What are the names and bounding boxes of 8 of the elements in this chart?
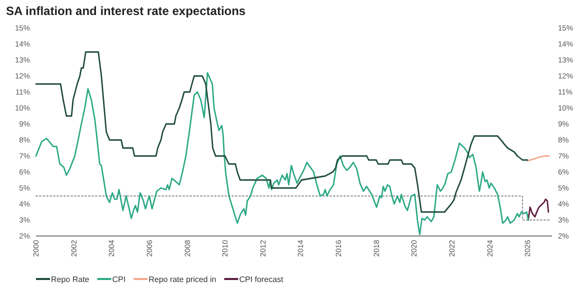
- legend-label: CPI forecast: [239, 275, 284, 284]
- legend-label: CPI: [112, 275, 126, 284]
- line-series: [35, 72, 529, 236]
- line-series: [527, 198, 550, 221]
- chart-title: SA inflation and interest rate expectations: [6, 4, 246, 18]
- line-series: [35, 51, 528, 213]
- legend-label: Repo rate priced in: [148, 275, 216, 284]
- legend-label: Repo Rate: [51, 275, 90, 284]
